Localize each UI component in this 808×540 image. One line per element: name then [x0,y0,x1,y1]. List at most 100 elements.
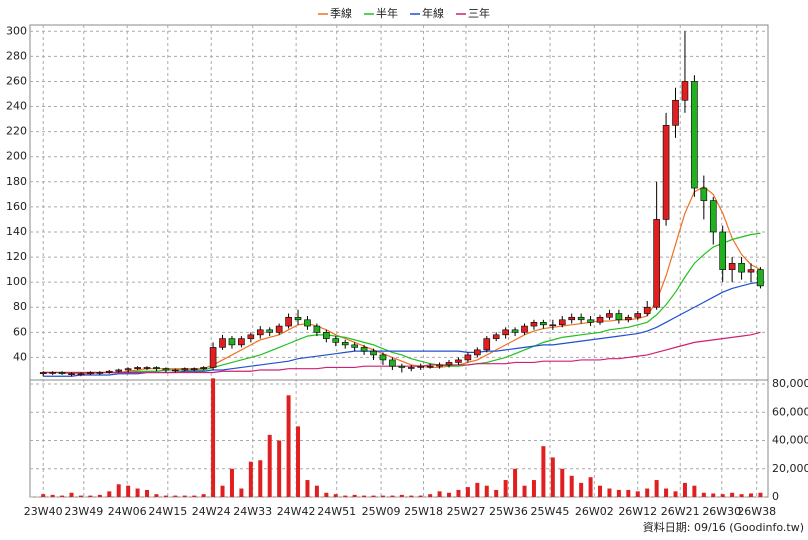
volume-bar [305,480,310,497]
y-tick-label: 40 [13,350,27,363]
candle-body [39,372,47,375]
volume-bar [343,495,348,497]
y-tick-label: 100 [6,275,27,288]
volume-bar [513,468,518,497]
volume-tick-label: 40,000 [772,434,808,447]
volume-bar [145,489,150,497]
ma-line [43,281,761,377]
candle-body [643,306,651,314]
candle-body [691,81,698,189]
volume-bar [701,492,706,497]
candle-body [285,316,292,327]
candle-body [530,321,538,327]
volume-bar [447,492,452,497]
volume-bar [579,482,584,497]
volume-bar [399,494,404,497]
volume-bar [522,485,527,497]
volume-bar [362,495,367,497]
volume-bar [456,489,461,497]
candle-body [172,369,179,372]
volume-bar [437,491,442,497]
volume-tick-label: 0 [772,490,779,503]
candle-body [379,354,387,361]
y-tick-label: 180 [6,175,27,188]
candle-body [709,200,717,233]
volume-bar [758,492,763,497]
volume-bar [541,446,546,497]
volume-bar [267,434,272,497]
volume-bar [711,493,716,497]
volume-bar [654,480,659,497]
candle-body [341,342,349,346]
candle-body [275,325,283,333]
volume-bar [97,494,102,497]
footer: 資料日期: 09/16 (Goodinfo.tw) [643,520,804,534]
candle-body [294,316,302,321]
volume-bar [645,488,650,497]
volume-bar [107,491,112,497]
legend-label: 三年 [468,6,490,20]
volume-bar [286,395,291,497]
volume-bar [730,492,735,497]
volume-bar [598,485,603,497]
volume-bar [248,461,253,497]
volume-bar [494,489,499,497]
candle-body [219,338,226,348]
candle-body [228,338,236,346]
candle-body [143,367,151,369]
volume-bar [503,480,508,497]
volume-bar [692,485,697,497]
volume-bar [588,477,593,497]
volume-bar [531,480,536,497]
candle-body [492,334,500,339]
volume-bar [192,495,197,497]
x-tick-label: 24W42 [277,505,316,518]
volume-bar [664,488,669,497]
volume-bar [154,494,159,497]
candle-body [483,338,491,351]
volume-bar [635,491,640,497]
candle-body [568,316,576,321]
volume-bar [126,485,131,497]
y-tick-label: 240 [6,100,27,113]
candle-body [615,313,623,321]
volume-bar [616,489,621,497]
candle-body [124,368,132,371]
volume-bar [475,482,480,497]
candle-body [266,329,274,333]
candle-body [49,372,56,374]
y-tick-label: 220 [6,125,27,138]
volume-bar [380,495,385,497]
volume-tick-label: 20,000 [772,462,808,475]
candle-body [653,219,660,308]
x-tick-label: 23W40 [24,505,63,518]
volume-bar [69,492,74,497]
x-tick-label: 26W02 [575,505,614,518]
volume-bar [465,487,470,497]
volume-bar [333,494,338,497]
volume-bar [428,494,433,497]
candle-body [304,319,311,327]
x-tick-label: 24W15 [148,505,187,518]
volume-bar [78,495,83,497]
volume-bar [484,485,489,497]
candle-body [606,313,613,318]
volume-bar [116,484,121,497]
candle-body [700,187,708,201]
volume-bar [173,495,178,497]
legend-label: 半年 [376,6,398,20]
ma-line [43,186,761,375]
candle-body [153,367,160,370]
volume-bar [560,468,565,497]
candle-body [474,349,481,356]
candle-body [68,373,75,376]
legend-label: 季線 [330,6,352,20]
candle-body [115,369,123,372]
candle-body [511,329,519,333]
volume-bar [50,494,55,497]
volume-bar [390,495,395,497]
volume-bar [682,482,687,497]
candle-body [313,325,321,333]
candle-body [662,125,670,220]
volume-bar [296,426,301,497]
